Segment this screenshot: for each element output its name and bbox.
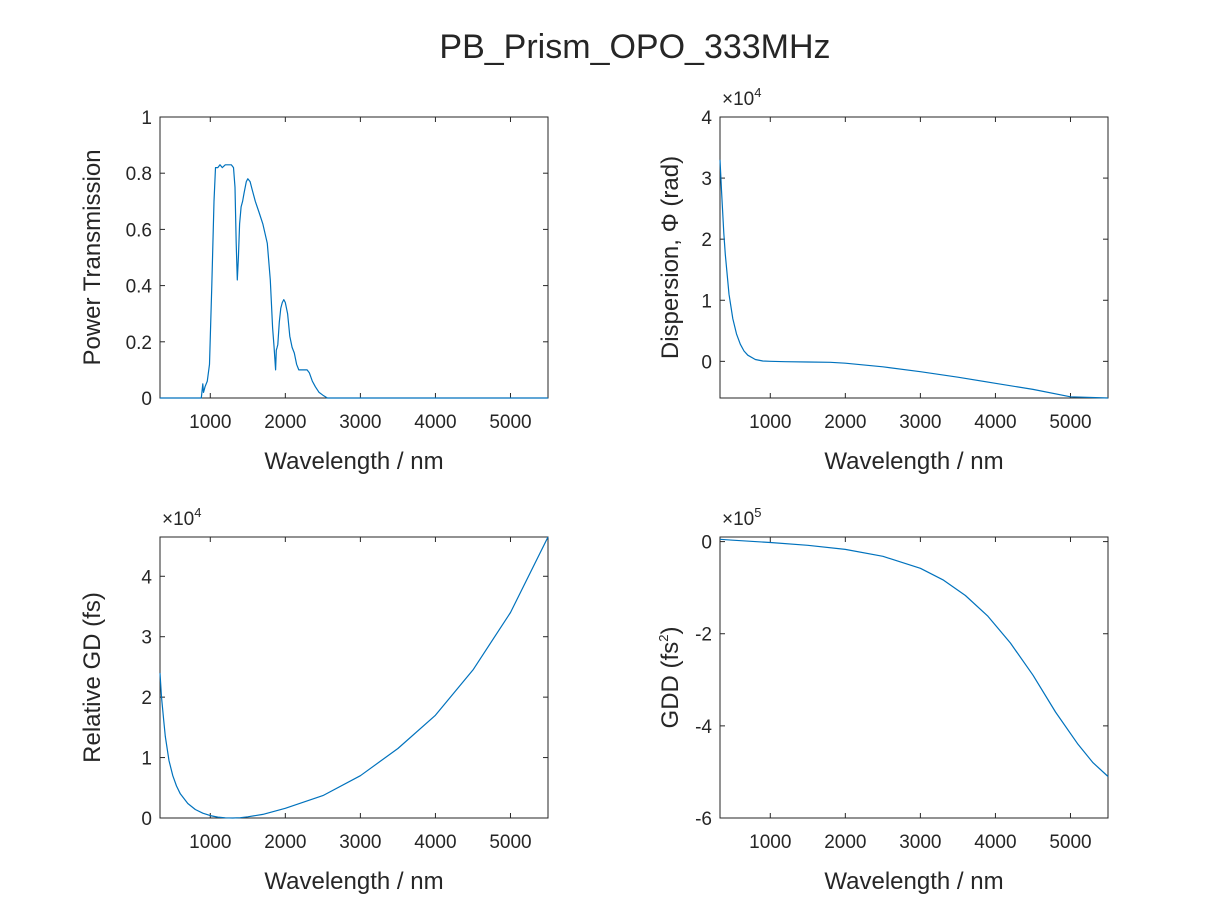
y-tick-label: 2 xyxy=(141,688,152,709)
series-line-transmission xyxy=(160,164,548,399)
y-tick-label: 4 xyxy=(701,108,712,129)
y-tick-label: 0 xyxy=(141,809,152,830)
x-tick-label: 3000 xyxy=(899,832,941,853)
y-tick-label: 0 xyxy=(141,389,152,410)
y-tick-label: -6 xyxy=(695,809,712,830)
y-exponent-power: 4 xyxy=(754,85,761,100)
x-tick-label: 4000 xyxy=(974,832,1016,853)
x-tick-label: 1000 xyxy=(749,412,791,433)
x-tick-label: 4000 xyxy=(974,412,1016,433)
x-axis-label: Wavelength / nm xyxy=(824,448,1003,475)
y-tick-label: 1 xyxy=(701,291,712,312)
axes-box xyxy=(719,536,1109,819)
y-tick-label: 1 xyxy=(141,749,152,770)
x-axis-label: Wavelength / nm xyxy=(264,868,443,895)
y-tick-label: 0.2 xyxy=(126,333,152,354)
x-axis-label: Wavelength / nm xyxy=(824,868,1003,895)
x-tick-label: 1000 xyxy=(189,832,231,853)
series-line-gdd xyxy=(719,538,1109,777)
y-tick-label: 0.8 xyxy=(126,164,152,185)
axes-layer: 1000 2000 3000 4000 500000.20.40.60.81Wavele… xyxy=(79,85,1109,895)
y-tick-label: 3 xyxy=(701,169,712,190)
y-tick-label: 1 xyxy=(141,108,152,129)
x-axis-label: Wavelength / nm xyxy=(264,448,443,475)
x-tick-label: 2000 xyxy=(824,412,866,433)
x-tick-label: 2000 xyxy=(264,412,306,433)
y-tick-label: 0 xyxy=(701,352,712,373)
axes-box xyxy=(719,116,1109,399)
x-tick-label: 1000 xyxy=(189,412,231,433)
x-tick-label: 1000 xyxy=(749,832,791,853)
x-tick-label: 5000 xyxy=(1049,832,1091,853)
x-tick-label: 4000 xyxy=(414,832,456,853)
subplot-group-delay: 1000 2000 3000 4000 500001234×104Wavelength … xyxy=(79,505,549,895)
figure-title: PB_Prism_OPO_333MHz xyxy=(439,28,830,66)
x-tick-label: 3000 xyxy=(339,412,381,433)
y-tick-label: 0 xyxy=(701,533,712,554)
y-tick-label: -4 xyxy=(695,717,712,738)
y-tick-label: 4 xyxy=(141,567,152,588)
x-tick-label: 3000 xyxy=(899,412,941,433)
x-tick-label: 5000 xyxy=(1049,412,1091,433)
y-exponent-power: 5 xyxy=(754,505,761,520)
x-tick-label: 4000 xyxy=(414,412,456,433)
x-tick-label: 5000 xyxy=(489,412,531,433)
y-axis-label-tail: ) xyxy=(657,627,684,635)
x-tick-label: 5000 xyxy=(489,832,531,853)
x-tick-label: 3000 xyxy=(339,832,381,853)
y-tick-label: 0.4 xyxy=(126,277,153,298)
series-line-group-delay xyxy=(159,536,549,819)
y-axis-label: GDD (fs2) xyxy=(656,627,684,729)
subplot-gdd: 1000 2000 3000 4000 5000-6-4-20×105Wavelengt… xyxy=(656,505,1109,895)
x-tick-label: 2000 xyxy=(264,832,306,853)
y-axis-label-superscript: 2 xyxy=(656,635,671,642)
y-axis-label: Relative GD (fs) xyxy=(79,592,106,763)
y-axis-label: Power Transmission xyxy=(79,149,106,365)
y-exponent-power: 4 xyxy=(194,505,201,520)
y-tick-label: 0.6 xyxy=(126,220,152,241)
series-line-dispersion xyxy=(719,159,1109,399)
y-tick-label: -2 xyxy=(695,625,712,646)
y-tick-label: 3 xyxy=(141,628,152,649)
y-tick-label: 2 xyxy=(701,230,712,251)
subplot-dispersion: 1000 2000 3000 4000 500001234×104Wavelength … xyxy=(657,85,1109,475)
subplot-transmission: 1000 2000 3000 4000 5000 0 0.2 0.4 0.6 0.8 1 Wavele… xyxy=(79,108,549,475)
x-tick-label: 2000 xyxy=(824,832,866,853)
y-axis-label: Dispersion, Φ (rad) xyxy=(657,156,684,359)
